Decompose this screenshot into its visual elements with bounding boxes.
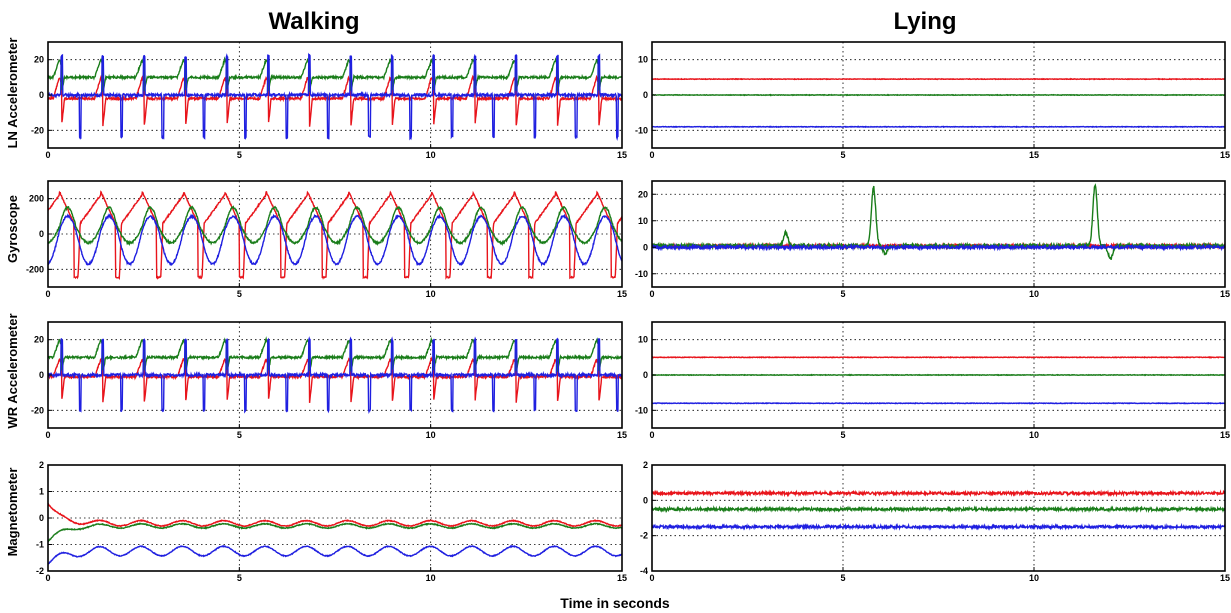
x-tick-label: 5 — [840, 150, 845, 160]
series-green-line — [47, 56, 623, 93]
series-green-line — [651, 505, 1226, 514]
x-tick-label: 0 — [45, 289, 50, 299]
x-tick-label: 5 — [840, 289, 845, 299]
y-tick-label: -10 — [635, 125, 648, 135]
x-tick-label: 0 — [649, 430, 654, 440]
y-tick-label: 10 — [638, 55, 648, 65]
x-tick-label: 5 — [237, 289, 242, 299]
row-label-magnetometer: Magnetometer — [5, 468, 20, 557]
series-green-line — [47, 205, 623, 247]
series-blue-line — [47, 52, 623, 142]
y-tick-label: 200 — [29, 194, 44, 204]
y-tick-label: 0 — [39, 513, 44, 523]
x-tick-label: 15 — [617, 289, 627, 299]
y-tick-label: -20 — [31, 125, 44, 135]
x-tick-label: 0 — [45, 573, 50, 583]
series-blue-line — [47, 213, 623, 267]
series-green-line — [47, 336, 623, 372]
x-tick-label: 10 — [426, 289, 436, 299]
y-tick-label: 2 — [643, 460, 648, 470]
column-title-lying: Lying — [893, 8, 956, 35]
y-tick-label: 0 — [39, 370, 44, 380]
x-tick-label: 10 — [1029, 573, 1039, 583]
y-tick-label: -20 — [31, 405, 44, 415]
series-blue-line — [47, 544, 622, 565]
x-tick-label: 15 — [1220, 573, 1230, 583]
series-green-line — [47, 522, 623, 543]
x-tick-label: 0 — [649, 289, 654, 299]
y-tick-label: -200 — [26, 264, 44, 274]
x-tick-label: 5 — [840, 573, 845, 583]
x-axis-label: Time in seconds — [560, 595, 670, 611]
panel-walking-ln-accelerometer: 0 5 10 15 -20 0 20 — [31, 41, 627, 160]
row-label-ln-accelerometer: LN Accelerometer — [5, 38, 20, 149]
x-tick-label: 15 — [1220, 430, 1230, 440]
panel-lying-magnetometer: 0 5 10 15 -4 -2 0 2 — [640, 460, 1230, 583]
y-tick-label: 0 — [643, 495, 648, 505]
x-tick-label: 0 — [45, 150, 50, 160]
panel-lying-wr-accelerometer: 0 5 10 15 -10 0 10 — [635, 321, 1230, 440]
y-tick-label: -2 — [640, 531, 648, 541]
y-tick-label: 0 — [643, 370, 648, 380]
y-tick-label: -10 — [635, 405, 648, 415]
y-tick-label: -10 — [635, 269, 648, 279]
series-blue-line — [651, 522, 1226, 531]
y-tick-label: 10 — [638, 216, 648, 226]
plot-frame — [651, 180, 1226, 288]
series-red-line — [47, 190, 623, 281]
series-red-line — [47, 502, 623, 528]
x-tick-label: 15 — [1220, 289, 1230, 299]
x-tick-label: 10 — [426, 573, 436, 583]
y-tick-label: 10 — [638, 335, 648, 345]
column-title-walking: Walking — [268, 8, 359, 35]
y-tick-label: 0 — [39, 229, 44, 239]
x-tick-label: 5 — [237, 150, 242, 160]
y-tick-label: 0 — [39, 90, 44, 100]
x-tick-label: 5 — [237, 430, 242, 440]
series-red-line — [651, 489, 1226, 498]
x-tick-label: 15 — [1220, 150, 1230, 160]
x-tick-label: 5 — [237, 573, 242, 583]
x-tick-label: 15 — [1029, 150, 1039, 160]
series-red-line — [651, 77, 1226, 81]
panel-walking-wr-accelerometer: 0 5 10 15 -20 0 20 — [31, 321, 627, 440]
y-tick-label: 1 — [39, 487, 44, 497]
series-blue-line — [651, 125, 1226, 129]
y-tick-label: 2 — [39, 460, 44, 470]
x-tick-label: 10 — [426, 150, 436, 160]
panel-walking-gyroscope: 0 5 10 15 -200 0 200 — [26, 180, 627, 299]
x-tick-label: 15 — [617, 573, 627, 583]
series-blue-line — [652, 401, 1225, 405]
x-tick-label: 5 — [840, 430, 845, 440]
x-tick-label: 10 — [1029, 430, 1039, 440]
x-tick-label: 15 — [617, 150, 627, 160]
x-tick-label: 10 — [1029, 289, 1039, 299]
y-tick-label: -2 — [36, 566, 44, 576]
panel-lying-ln-accelerometer: 0 5 15 15 -10 0 10 — [635, 41, 1230, 160]
series-red-line — [651, 356, 1226, 359]
x-tick-label: 10 — [426, 430, 436, 440]
series-blue-line — [47, 336, 623, 414]
x-tick-label: 0 — [45, 430, 50, 440]
series-green-line — [651, 93, 1226, 97]
y-tick-label: 20 — [34, 55, 44, 65]
panel-walking-magnetometer: 0 5 10 15 -2 -1 0 1 2 — [36, 460, 627, 583]
y-tick-label: -4 — [640, 566, 648, 576]
row-label-wr-accelerometer: WR Accelerometer — [5, 313, 20, 428]
y-tick-label: -1 — [36, 540, 44, 550]
x-tick-label: 15 — [617, 430, 627, 440]
y-tick-label: 20 — [638, 189, 648, 199]
y-tick-label: 0 — [643, 90, 648, 100]
x-tick-label: 0 — [649, 573, 654, 583]
x-tick-label: 0 — [649, 150, 654, 160]
row-label-gyroscope: Gyroscope — [5, 195, 20, 263]
series-green-line — [651, 373, 1226, 377]
y-tick-label: 0 — [643, 242, 648, 252]
series-blue-line — [651, 243, 1226, 252]
plot-frame — [651, 464, 1226, 572]
y-tick-label: 20 — [34, 335, 44, 345]
